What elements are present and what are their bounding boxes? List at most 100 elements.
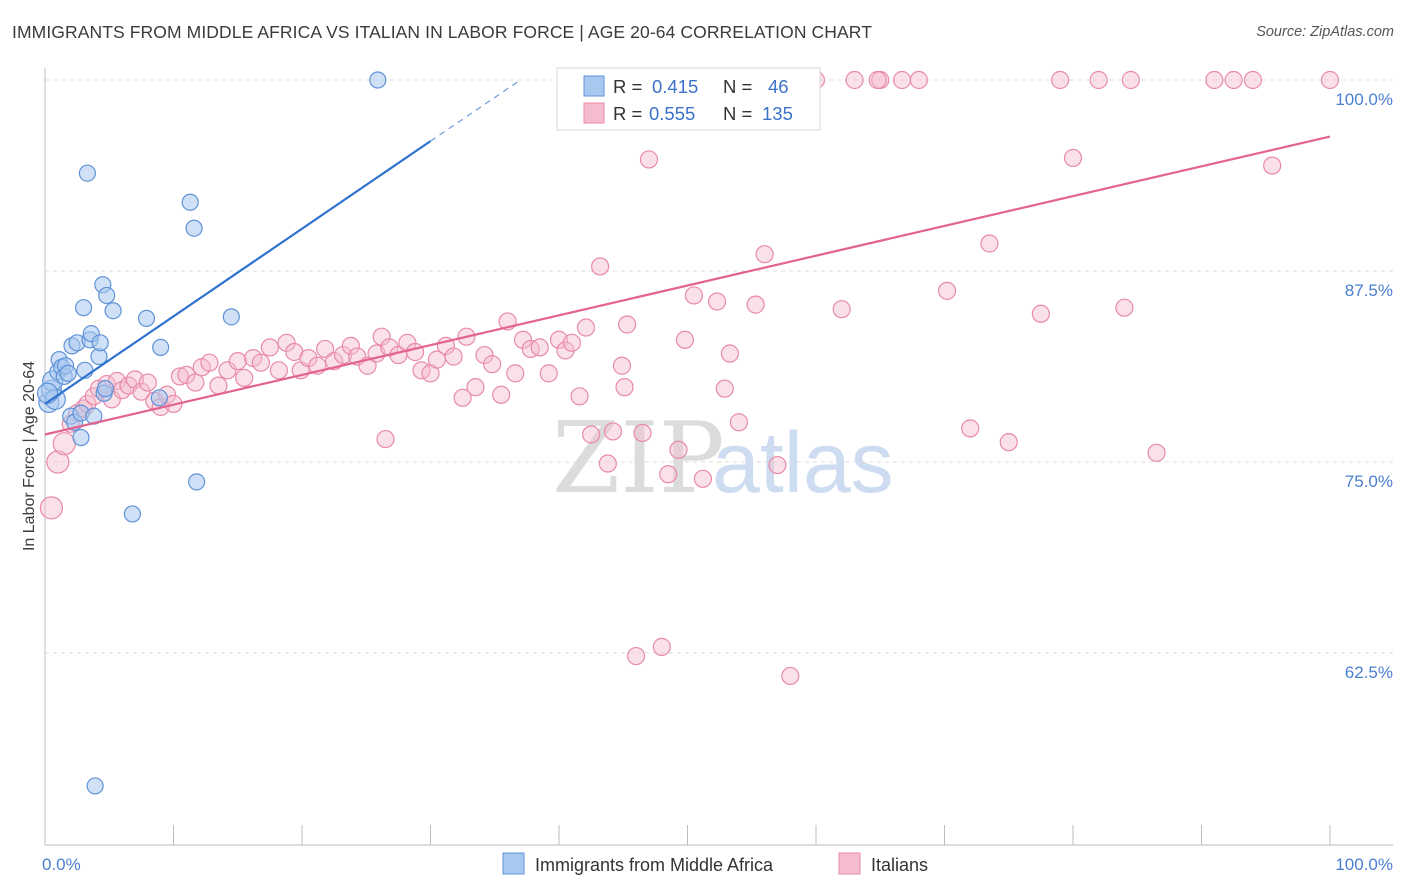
italians-point	[693, 469, 713, 488]
y-tick-label: 62.5%	[1345, 663, 1393, 682]
y-tick-label: 87.5%	[1345, 281, 1393, 300]
middle-africa-point	[78, 164, 97, 182]
italians-point	[132, 382, 151, 401]
italians-point	[612, 356, 632, 375]
italians-point	[1031, 304, 1050, 323]
italians-point	[277, 333, 296, 352]
italians-point	[39, 496, 64, 520]
italians-point	[615, 378, 634, 397]
italians-point	[1243, 70, 1263, 90]
series-legend: Immigrants from Middle Africa Italians	[502, 852, 928, 875]
italians-point	[405, 342, 425, 362]
italians-point	[659, 465, 678, 484]
italians-point	[209, 376, 228, 395]
italians-point	[633, 423, 652, 443]
italians-point	[570, 387, 589, 406]
source-note: Source: ZipAtlas.com	[1256, 24, 1394, 40]
italians-point	[669, 440, 688, 459]
axes: 62.5% 75.0% 87.5% 100.0% 0.0% 100.0%	[42, 68, 1393, 874]
italians-point	[603, 422, 623, 441]
italians-point	[626, 646, 646, 666]
middle-africa-point	[72, 428, 90, 447]
middle-africa-point	[222, 308, 240, 326]
italians-point	[652, 637, 671, 656]
italians-point	[376, 429, 395, 449]
middle-africa-point	[104, 302, 122, 320]
italians-point	[316, 339, 335, 359]
italians-point	[228, 352, 247, 371]
italians-point	[1063, 148, 1083, 168]
legend-blue-n-label: N =	[723, 76, 752, 97]
x-tick-label-max: 100.0%	[1335, 855, 1393, 874]
legend-pink-n-label: N =	[723, 103, 752, 124]
italians-point	[521, 339, 540, 359]
italians-point	[618, 315, 637, 334]
italians-point	[1089, 70, 1108, 90]
y-tick-label: 100.0%	[1335, 90, 1393, 109]
legend-pink-r-value: 0.555	[649, 103, 695, 124]
middle-africa-point	[123, 505, 141, 523]
legend-blue-swatch	[583, 75, 605, 97]
italians-point	[639, 150, 659, 169]
italians-point	[1115, 298, 1134, 317]
italians-point	[1224, 70, 1243, 90]
italians-point	[52, 432, 76, 456]
middle-africa-point	[369, 71, 387, 89]
grid-lines	[45, 79, 1393, 654]
italians-point	[598, 454, 617, 473]
middle-africa-point	[188, 473, 206, 491]
trend-lines	[44, 79, 1331, 436]
italians-point	[892, 70, 912, 90]
italians-point	[483, 355, 502, 374]
italians-point	[684, 286, 704, 305]
italians-point	[1051, 70, 1070, 90]
italians-point	[539, 364, 558, 383]
italians-point	[556, 341, 575, 360]
italians-point	[453, 388, 472, 407]
italians-point	[251, 353, 270, 372]
middle-africa-points	[36, 71, 387, 795]
italians-point	[1320, 70, 1340, 90]
italians-point	[746, 295, 765, 314]
watermark-atlas: atlas	[712, 415, 894, 511]
italians-point	[46, 450, 70, 474]
legend-blue-n-value: 46	[768, 76, 789, 97]
italians-point	[200, 353, 219, 372]
italians-point	[832, 300, 851, 319]
italians-point	[707, 292, 727, 311]
italians-point	[781, 666, 800, 686]
legend-blue-r-label: R =	[613, 76, 642, 97]
middle-africa-point	[74, 299, 93, 317]
italians-point	[961, 419, 980, 438]
italians-point	[675, 330, 695, 349]
legend-pink-swatch	[583, 102, 605, 124]
italians-point	[341, 336, 360, 355]
stats-legend: R = 0.415 N = 46 R = 0.555 N = 135	[556, 67, 821, 131]
italians-point	[444, 347, 463, 366]
bottom-legend-blue-swatch	[502, 852, 525, 875]
middle-africa-point	[137, 309, 156, 327]
middle-africa-point	[181, 193, 199, 211]
italians-point	[562, 333, 581, 352]
italians-point	[269, 361, 288, 380]
bottom-legend-pink-swatch	[838, 852, 861, 875]
middle-africa-point	[36, 382, 59, 404]
italians-point	[186, 373, 205, 392]
chart-title: IMMIGRANTS FROM MIDDLE AFRICA VS ITALIAN…	[12, 22, 873, 42]
italians-point	[582, 425, 601, 444]
middle-africa-trend-line	[44, 140, 432, 405]
middle-africa-point	[98, 286, 116, 305]
italians-point	[513, 330, 533, 349]
watermark-zip: ZIP	[552, 402, 725, 516]
italians-point	[720, 344, 740, 363]
x-tick-label-min: 0.0%	[42, 855, 81, 874]
italians-point	[170, 367, 190, 386]
italians-point	[334, 345, 353, 365]
italians-point	[755, 245, 774, 264]
italians-point	[591, 257, 610, 276]
middle-africa-point	[91, 334, 109, 352]
bottom-legend-blue-label: Immigrants from Middle Africa	[535, 855, 774, 875]
middle-africa-point	[86, 777, 104, 795]
italians-point	[909, 70, 928, 90]
